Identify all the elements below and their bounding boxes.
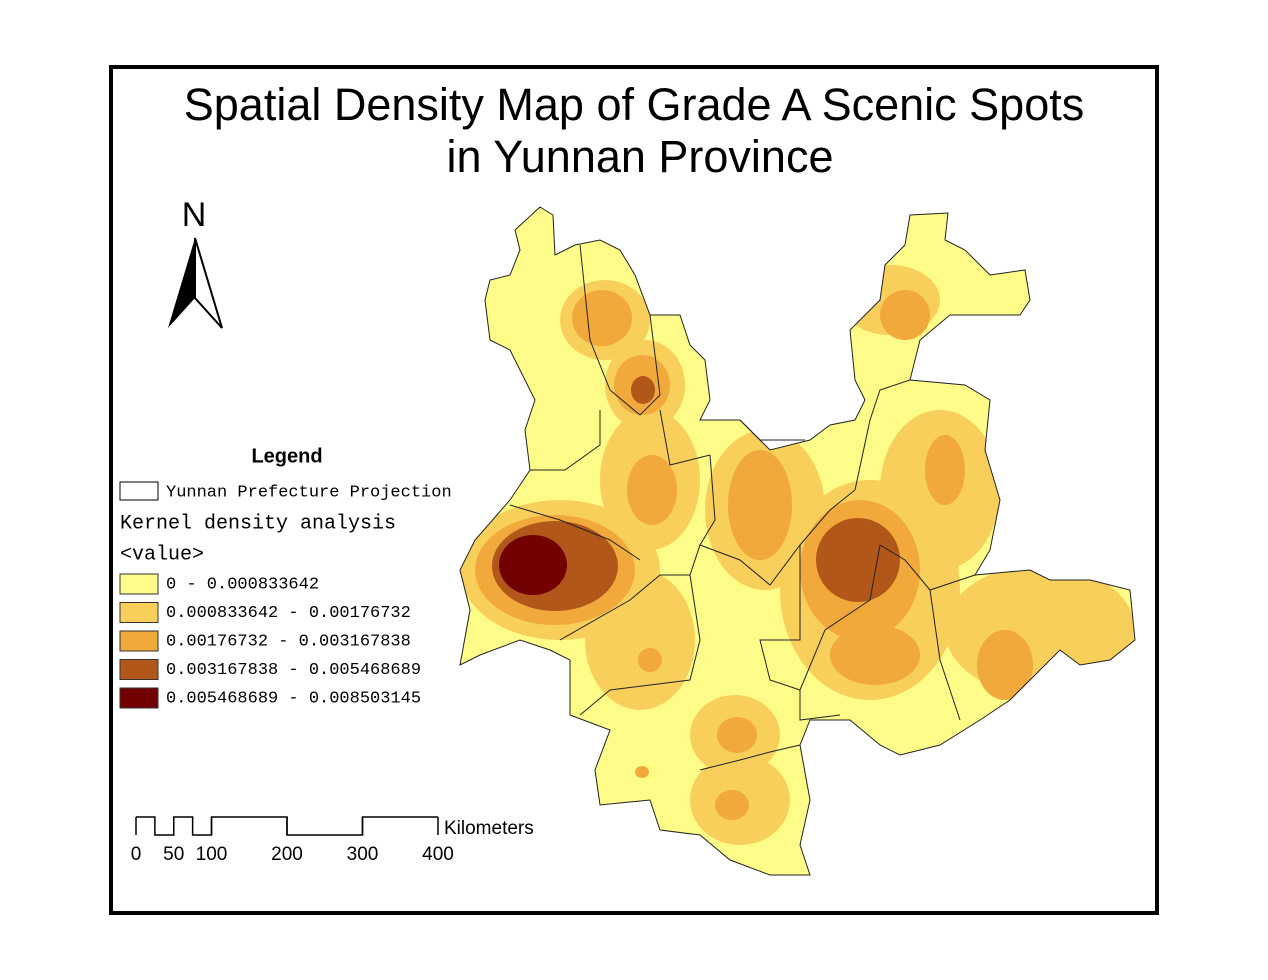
- scale-label: 300: [347, 844, 379, 865]
- legend-item: Yunnan Prefecture Projection: [166, 483, 452, 502]
- north-arrow: N: [168, 196, 223, 329]
- legend-swatch: [119, 687, 159, 709]
- legend-item: 0.00176732 - 0.003167838: [166, 632, 411, 651]
- scale-bar: 0 50 100 200 300 400 Kilometers: [131, 816, 534, 865]
- scale-label: 200: [271, 844, 303, 865]
- scale-label: 0: [131, 844, 142, 865]
- field-name: <value>: [120, 543, 204, 566]
- legend-title: Legend: [251, 445, 322, 467]
- legend-item: 0.000833642 - 0.00176732: [166, 604, 411, 623]
- legend-swatch: [119, 659, 159, 680]
- title: in Yunnan Province: [447, 131, 834, 182]
- scale-line: [136, 816, 438, 836]
- scale-unit: Kilometers: [444, 818, 534, 839]
- prefecture-boundaries: [459, 206, 1136, 876]
- legend-swatch: [119, 573, 159, 595]
- legend-item: 0.003167838 - 0.005468689: [166, 661, 421, 680]
- scale-label: 100: [196, 844, 228, 865]
- legend-item: 0.005468689 - 0.008503145: [166, 689, 421, 708]
- boundary-swatch: [119, 481, 159, 501]
- scale-label: 400: [422, 844, 454, 865]
- north-label: N: [182, 196, 207, 234]
- layer-name: Kernel density analysis: [120, 512, 396, 535]
- legend-item: 0 - 0.000833642: [166, 575, 319, 594]
- legend: Legend Yunnan Prefecture Projection Kern…: [119, 445, 452, 709]
- scale-label: 50: [163, 844, 184, 865]
- title: Spatial Density Map of Grade A Scenic Sp…: [184, 79, 1084, 130]
- legend-swatch: [119, 602, 159, 623]
- legend-swatch: [119, 630, 159, 652]
